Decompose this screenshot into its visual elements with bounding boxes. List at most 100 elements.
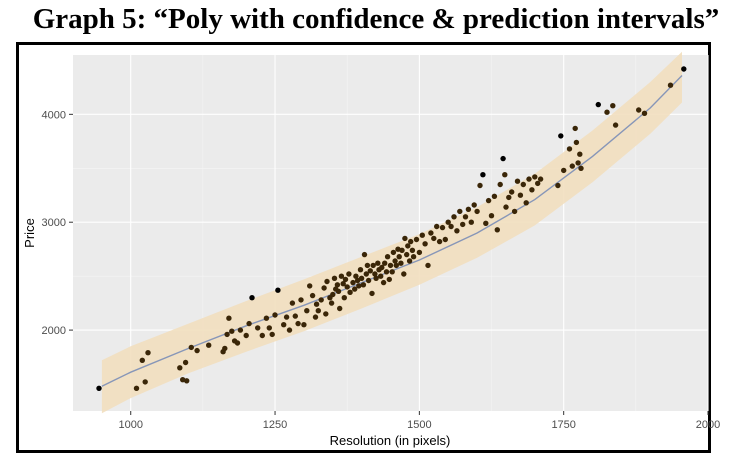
data-point: [604, 109, 610, 115]
data-point: [369, 290, 375, 297]
data-point: [229, 328, 235, 334]
data-point: [390, 249, 397, 256]
data-point: [529, 187, 535, 193]
data-point: [379, 264, 385, 271]
data-point: [480, 172, 486, 178]
data-point: [139, 357, 145, 363]
data-point: [330, 291, 336, 298]
data-point: [561, 167, 567, 174]
data-point: [511, 208, 518, 215]
data-point: [636, 107, 642, 113]
page-title: Graph 5: “Poly with confidence & predict…: [32, 3, 720, 35]
data-point: [483, 220, 489, 226]
data-point: [312, 314, 319, 320]
data-point: [324, 278, 330, 285]
x-tick-label: 1750: [551, 419, 575, 431]
data-point: [331, 275, 338, 281]
x-tick-label: 2000: [696, 419, 720, 431]
data-point: [442, 236, 448, 243]
data-point: [194, 347, 200, 354]
data-point: [307, 283, 313, 289]
data-point: [399, 247, 405, 253]
data-point: [321, 285, 327, 291]
data-point: [402, 235, 408, 242]
data-point: [667, 82, 674, 88]
data-point: [641, 110, 648, 117]
data-point: [222, 345, 228, 352]
data-point: [404, 251, 410, 258]
data-point: [281, 322, 287, 328]
data-point: [485, 197, 492, 204]
data-point: [338, 273, 345, 279]
data-point: [352, 286, 358, 292]
y-tick-label: 4000: [42, 109, 66, 121]
data-point: [340, 281, 346, 287]
data-point: [509, 189, 515, 195]
data-point: [408, 238, 414, 245]
data-point: [517, 192, 524, 198]
y-tick-label: 3000: [42, 217, 66, 229]
data-point: [514, 178, 521, 184]
data-point: [206, 342, 212, 348]
y-axis: 2000 3000 4000: [42, 109, 73, 337]
data-point: [263, 315, 270, 321]
data-point: [356, 283, 362, 289]
data-point: [354, 277, 361, 284]
data-point: [283, 314, 290, 320]
data-point: [457, 208, 463, 215]
data-point: [378, 273, 384, 279]
data-point: [577, 151, 583, 157]
data-point: [448, 223, 454, 230]
data-point: [335, 288, 342, 294]
data-point: [409, 247, 416, 253]
data-point: [434, 223, 440, 230]
data-point: [275, 287, 281, 293]
data-point: [269, 331, 275, 338]
data-point: [259, 332, 265, 339]
data-point: [398, 260, 404, 266]
data-point: [387, 262, 394, 269]
y-axis-label: Price: [22, 218, 37, 248]
data-point: [266, 325, 272, 331]
data-point: [286, 327, 293, 333]
data-point: [328, 300, 335, 306]
data-point: [353, 273, 359, 279]
data-point: [610, 103, 616, 109]
data-point: [177, 365, 183, 371]
x-tick-label: 1000: [118, 419, 142, 431]
data-point: [361, 251, 368, 258]
data-point: [182, 359, 189, 366]
data-point: [380, 279, 387, 286]
data-point: [237, 327, 244, 333]
data-point: [419, 232, 425, 238]
data-point: [465, 206, 472, 212]
data-point: [246, 320, 252, 327]
data-point: [428, 230, 434, 236]
data-point: [301, 322, 307, 328]
grid-lines: [73, 55, 709, 411]
data-point: [537, 176, 544, 182]
data-point: [431, 235, 437, 242]
data-point: [445, 219, 451, 225]
x-tick-label: 1500: [407, 419, 431, 431]
data-points: [96, 66, 687, 391]
data-point: [410, 254, 417, 260]
data-point: [386, 276, 392, 283]
data-point: [460, 221, 466, 228]
data-point: [494, 227, 500, 233]
data-point: [346, 271, 352, 277]
data-point: [392, 258, 398, 264]
data-point: [367, 268, 373, 274]
data-point: [413, 236, 420, 243]
y-tick-label: 2000: [42, 325, 66, 337]
data-point: [292, 313, 298, 319]
data-point: [612, 122, 619, 128]
data-point: [416, 249, 423, 256]
data-point: [357, 267, 364, 273]
data-point: [145, 350, 151, 356]
data-point: [573, 139, 580, 146]
data-point: [520, 181, 526, 188]
data-point: [406, 258, 413, 264]
data-point: [497, 181, 503, 188]
